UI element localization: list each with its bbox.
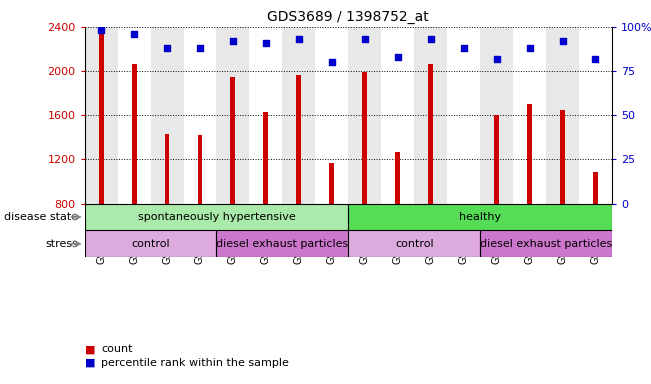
Point [260, 40, 271, 46]
Bar [428, 65, 433, 204]
Bar [165, 134, 169, 204]
Point [524, 45, 534, 51]
Bar [593, 172, 598, 204]
Bar [348, 204, 612, 230]
Text: ■: ■ [85, 344, 95, 354]
Bar [264, 112, 268, 204]
Bar [217, 27, 249, 204]
Bar [184, 27, 216, 204]
Point [359, 36, 370, 42]
Text: spontaneously hypertensive: spontaneously hypertensive [137, 212, 296, 222]
Bar [85, 27, 118, 204]
Text: ■: ■ [85, 358, 95, 368]
Bar [414, 27, 447, 204]
Bar [560, 110, 565, 204]
Text: disease state: disease state [4, 212, 78, 222]
Bar [447, 27, 480, 204]
Bar [480, 230, 612, 257]
Point [590, 56, 601, 62]
Bar [197, 135, 202, 204]
Text: count: count [101, 344, 132, 354]
Bar [546, 27, 579, 204]
Bar [329, 163, 334, 204]
Bar [99, 32, 104, 204]
Bar [579, 27, 612, 204]
Bar [296, 76, 301, 204]
Point [96, 27, 106, 33]
Text: percentile rank within the sample: percentile rank within the sample [101, 358, 289, 368]
Point [327, 59, 337, 65]
Bar [348, 27, 381, 204]
Point [162, 45, 173, 51]
Point [393, 54, 403, 60]
Text: stress: stress [46, 239, 78, 249]
Bar [249, 27, 283, 204]
Bar [283, 27, 315, 204]
Bar [85, 230, 217, 257]
Bar [494, 115, 499, 204]
Bar [527, 104, 532, 204]
Point [129, 31, 139, 37]
Text: control: control [395, 239, 434, 249]
Bar [348, 230, 480, 257]
Bar [230, 76, 236, 204]
Point [426, 36, 436, 42]
Bar [132, 65, 137, 204]
Text: healthy: healthy [459, 212, 501, 222]
Bar [363, 72, 367, 204]
Text: control: control [132, 239, 170, 249]
Point [557, 38, 568, 44]
Title: GDS3689 / 1398752_at: GDS3689 / 1398752_at [268, 10, 429, 25]
Text: diesel exhaust particles: diesel exhaust particles [480, 239, 612, 249]
Point [492, 56, 502, 62]
Bar [395, 152, 400, 204]
Bar [217, 230, 348, 257]
Text: diesel exhaust particles: diesel exhaust particles [216, 239, 348, 249]
Bar [150, 27, 184, 204]
Bar [381, 27, 414, 204]
Bar [513, 27, 546, 204]
Point [294, 36, 304, 42]
Point [195, 45, 205, 51]
Point [228, 38, 238, 44]
Bar [118, 27, 150, 204]
Bar [480, 27, 513, 204]
Bar [85, 204, 348, 230]
Point [458, 45, 469, 51]
Bar [315, 27, 348, 204]
